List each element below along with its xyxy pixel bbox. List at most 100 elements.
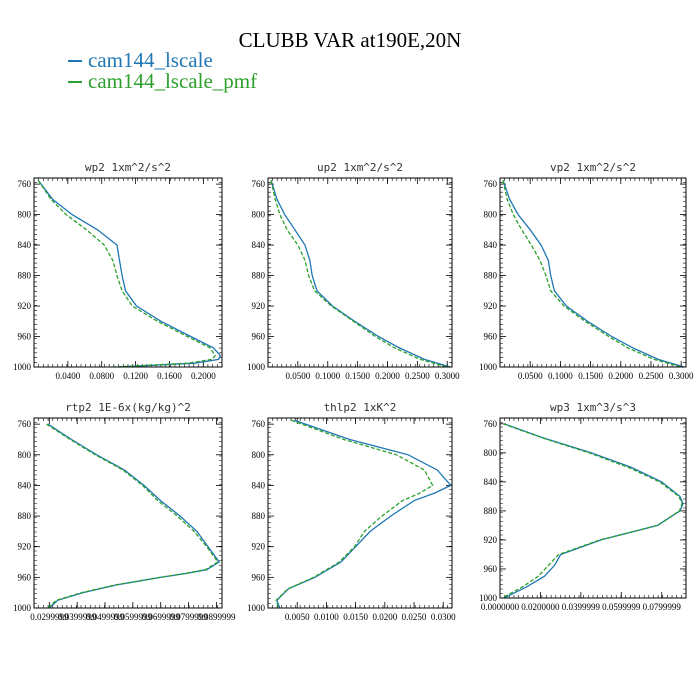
y-tick-label: 760 — [252, 419, 266, 429]
x-tick-label: 0.0899999 — [197, 612, 236, 622]
y-tick-label: 920 — [18, 301, 32, 311]
y-tick-label: 1000 — [13, 603, 32, 613]
y-tick-label: 1000 — [479, 593, 498, 603]
x-tick-label: 0.1200 — [123, 371, 148, 381]
plot-frame — [499, 177, 687, 368]
legend-swatch-lscale-pmf — [68, 80, 82, 83]
y-tick-label: 960 — [252, 332, 266, 342]
x-tick-label: 0.0699999 — [142, 612, 181, 622]
x-tick-label: 0.0799999 — [169, 612, 208, 622]
plot-frame — [33, 177, 223, 368]
series-line-lscale-pmf — [501, 423, 683, 599]
minor-ticks — [267, 417, 453, 609]
y-tick-label: 1000 — [479, 362, 498, 372]
x-tick-label: 0.2500 — [639, 371, 664, 381]
panel-title: wp3 1xm^3/s^3 — [550, 401, 636, 414]
y-tick-label: 880 — [18, 511, 32, 521]
y-tick-label: 1000 — [247, 362, 266, 372]
minor-ticks — [499, 417, 687, 599]
panel-title: vp2 1xm^2/s^2 — [550, 161, 636, 174]
y-tick-label: 960 — [18, 572, 32, 582]
x-tick-label: 0.2000 — [608, 371, 633, 381]
x-tick-label: 0.0500 — [518, 371, 543, 381]
series-line-lscale-pmf — [46, 423, 219, 609]
y-tick-label: 880 — [484, 271, 498, 281]
legend-item-lscale: cam144_lscale — [68, 50, 257, 71]
series-line-lscale — [37, 179, 222, 368]
plot-frame — [267, 417, 453, 609]
series-line-lscale — [47, 423, 221, 609]
y-tick-label: 880 — [18, 271, 32, 281]
y-tick-label: 880 — [252, 511, 266, 521]
x-tick-label: 0.0799999 — [643, 602, 682, 612]
y-tick-label: 840 — [252, 240, 266, 250]
x-tick-label: 0.0000000 — [481, 602, 520, 612]
series-line-lscale-pmf — [275, 419, 434, 609]
panel-title: up2 1xm^2/s^2 — [317, 161, 403, 174]
y-tick-label: 960 — [252, 572, 266, 582]
panel-title: thlp2 1xK^2 — [324, 401, 397, 414]
panel-title: rtp2 1E-6x(kg/kg)^2 — [65, 401, 191, 414]
y-tick-label: 800 — [18, 450, 32, 460]
legend-swatch-lscale — [68, 59, 82, 62]
x-tick-label: 0.0800 — [89, 371, 114, 381]
y-tick-label: 760 — [18, 419, 32, 429]
x-tick-label: 0.0500 — [285, 371, 310, 381]
series-line-lscale — [502, 180, 685, 368]
x-tick-label: 0.0200000 — [521, 602, 560, 612]
y-tick-label: 1000 — [13, 362, 32, 372]
minor-ticks — [267, 177, 453, 368]
x-tick-label: 0.1500 — [345, 371, 370, 381]
y-tick-label: 920 — [18, 542, 32, 552]
legend-item-lscale-pmf: cam144_lscale_pmf — [68, 71, 257, 92]
plot-frame — [267, 177, 453, 368]
x-tick-label: 0.2000 — [191, 371, 216, 381]
x-tick-label: 0.1000 — [315, 371, 340, 381]
panel-title: wp2 1xm^2/s^2 — [85, 161, 171, 174]
y-tick-label: 760 — [484, 419, 498, 429]
legend-label-lscale: cam144_lscale — [88, 48, 213, 72]
x-tick-label: 0.1000 — [548, 371, 573, 381]
x-tick-label: 0.0050 — [285, 612, 310, 622]
x-tick-label: 0.0200 — [372, 612, 397, 622]
y-tick-label: 920 — [252, 301, 266, 311]
series-line-lscale-pmf — [37, 179, 217, 368]
series-line-lscale — [270, 180, 451, 368]
x-tick-label: 0.1600 — [157, 371, 182, 381]
y-tick-label: 800 — [484, 448, 498, 458]
series-line-lscale — [503, 423, 684, 599]
series-line-lscale-pmf — [502, 180, 682, 368]
y-tick-label: 760 — [484, 179, 498, 189]
y-tick-label: 760 — [252, 179, 266, 189]
y-tick-label: 800 — [18, 210, 32, 220]
y-tick-label: 1000 — [247, 603, 266, 613]
minor-ticks — [499, 177, 687, 368]
y-tick-label: 960 — [484, 564, 498, 574]
y-tick-label: 920 — [252, 542, 266, 552]
x-tick-label: 0.3000 — [435, 371, 460, 381]
x-tick-label: 0.0150 — [343, 612, 368, 622]
x-tick-label: 0.2500 — [405, 371, 430, 381]
x-tick-label: 0.0299999 — [30, 612, 69, 622]
y-tick-label: 800 — [484, 210, 498, 220]
minor-ticks — [33, 417, 223, 609]
x-tick-label: 0.0400 — [55, 371, 80, 381]
figure-title: CLUBB VAR at190E,20N — [238, 28, 462, 52]
x-tick-label: 0.0100 — [314, 612, 339, 622]
legend-label-lscale-pmf: cam144_lscale_pmf — [88, 69, 258, 93]
y-tick-label: 880 — [484, 506, 498, 516]
y-tick-label: 840 — [252, 480, 266, 490]
x-tick-label: 0.2000 — [375, 371, 400, 381]
y-tick-label: 840 — [18, 480, 32, 490]
y-tick-label: 880 — [252, 271, 266, 281]
x-tick-label: 0.0399999 — [58, 612, 97, 622]
x-tick-label: 0.0499999 — [86, 612, 125, 622]
y-tick-label: 840 — [484, 240, 498, 250]
x-tick-label: 0.0300 — [431, 612, 456, 622]
plot-frame — [499, 417, 687, 599]
series-line-lscale — [276, 419, 452, 609]
y-tick-label: 960 — [18, 332, 32, 342]
plot-frame — [33, 417, 223, 609]
x-tick-label: 0.1500 — [578, 371, 603, 381]
